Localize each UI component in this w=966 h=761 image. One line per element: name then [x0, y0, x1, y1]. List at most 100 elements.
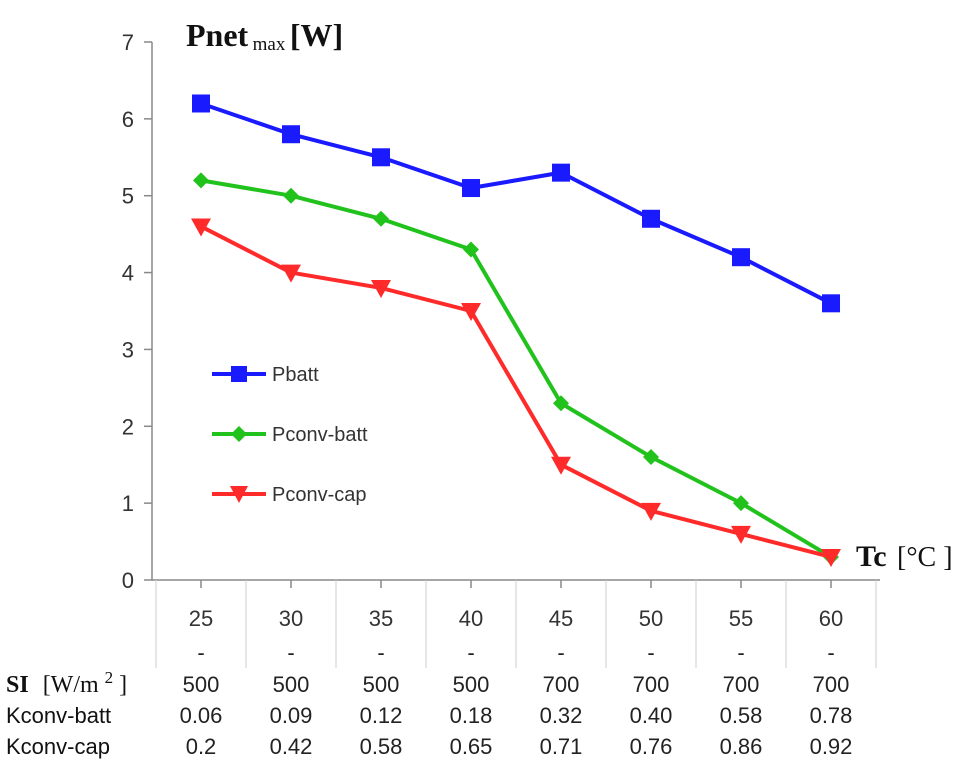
y-axis-title-main: Pnet	[186, 17, 249, 53]
cell-si: 700	[723, 672, 760, 697]
data-point-pconv-cap	[371, 279, 391, 298]
legend-marker-pconv-batt	[231, 426, 247, 442]
series-pbatt	[192, 94, 840, 313]
data-point-pconv-cap	[821, 548, 841, 567]
cell-si: 500	[363, 672, 400, 697]
y-axis-title-unit: [W]	[290, 17, 343, 53]
x-axis-title-unit: [°C ]	[897, 542, 953, 573]
dash-cell: -	[647, 640, 654, 665]
data-point-pconv-batt	[283, 187, 299, 204]
dash-cell: -	[197, 640, 204, 665]
data-point-pbatt	[282, 125, 300, 144]
y-tick-label: 7	[122, 30, 134, 55]
row-label-si: SI [W/m 2 ]	[6, 663, 127, 698]
legend-label-pconv-cap: Pconv-cap	[272, 484, 367, 506]
row-label-si-sup: 2	[105, 668, 114, 687]
cell-si: 500	[453, 672, 490, 697]
table-cells: - - - - - - - - 500 500 500 500 700 700 700 700 0.06 0.09…	[180, 640, 853, 759]
series-pconv-batt	[193, 172, 839, 565]
legend-marker-pconv-cap	[230, 486, 248, 503]
data-point-pconv-cap	[191, 218, 211, 237]
legend-marker-pbatt	[231, 366, 247, 382]
cell-kconv-batt: 0.78	[810, 703, 853, 728]
x-tick-label: 35	[369, 606, 393, 631]
x-tick-labels: 25 30 35 40 45 50 55 60	[189, 606, 843, 631]
cell-kconv-cap: 0.86	[720, 734, 763, 759]
dash-cell: -	[377, 640, 384, 665]
legend-item-pconv-cap: Pconv-cap	[212, 484, 367, 506]
x-tick-label: 55	[729, 606, 753, 631]
data-point-pconv-cap	[281, 264, 301, 283]
y-tick-label: 3	[122, 337, 134, 362]
dash-cell: -	[827, 640, 834, 665]
row-label-kconv-batt: Kconv-batt	[6, 703, 111, 728]
y-tick-label: 1	[122, 491, 134, 516]
legend-item-pconv-batt: Pconv-batt	[212, 424, 368, 446]
cell-si: 500	[183, 672, 220, 697]
y-axis-title: Pnet max [W]	[186, 17, 343, 55]
y-axis-title-sub: max	[253, 34, 286, 55]
series-layer	[191, 94, 841, 567]
data-point-pconv-batt	[373, 210, 389, 227]
data-point-pbatt	[372, 148, 390, 167]
x-tick-label: 60	[819, 606, 843, 631]
cell-si: 700	[813, 672, 850, 697]
series-pconv-cap	[191, 218, 841, 567]
parameter-table: SI [W/m 2 ] Kconv-batt Kconv-cap - - - - - - -…	[6, 640, 852, 759]
dash-cell: -	[467, 640, 474, 665]
x-tick-label: 45	[549, 606, 573, 631]
cell-kconv-cap: 0.71	[540, 734, 583, 759]
y-tick-label: 0	[122, 568, 134, 593]
cell-kconv-batt: 0.40	[630, 703, 673, 728]
category-dividers	[155, 580, 877, 668]
y-tick-label: 2	[122, 414, 134, 439]
x-tick-label: 30	[279, 606, 303, 631]
data-point-pconv-batt	[733, 495, 749, 512]
data-point-pbatt	[552, 163, 570, 182]
legend-label-pbatt: Pbatt	[272, 364, 319, 386]
legend-label-pconv-batt: Pconv-batt	[272, 424, 368, 446]
cell-kconv-batt: 0.06	[180, 703, 223, 728]
y-tick-label: 4	[122, 261, 134, 286]
x-tick-label: 50	[639, 606, 663, 631]
data-point-pbatt	[642, 209, 660, 228]
x-tick-label: 25	[189, 606, 213, 631]
data-point-pconv-batt	[193, 172, 209, 189]
dash-cell: -	[737, 640, 744, 665]
x-axis-title: Tc [°C ]	[856, 540, 953, 573]
cell-kconv-cap: 0.2	[186, 734, 217, 759]
data-point-pconv-batt	[463, 241, 479, 258]
cell-kconv-cap: 0.92	[810, 734, 853, 759]
cell-kconv-batt: 0.09	[270, 703, 313, 728]
row-label-si-unit: [W/m	[43, 672, 99, 698]
legend-item-pbatt: Pbatt	[212, 364, 319, 386]
data-point-pbatt	[732, 248, 750, 267]
cell-kconv-batt: 0.12	[360, 703, 403, 728]
x-tick-label: 40	[459, 606, 483, 631]
row-label-si-close: ]	[119, 672, 127, 698]
x-axis-title-main: Tc	[856, 540, 887, 573]
data-point-pconv-cap	[731, 525, 751, 544]
data-point-pconv-cap	[461, 303, 481, 321]
cell-kconv-batt: 0.18	[450, 703, 493, 728]
cell-kconv-cap: 0.76	[630, 734, 673, 759]
row-label-si-name: SI	[6, 672, 29, 698]
data-point-pconv-batt	[643, 449, 659, 466]
data-point-pbatt	[192, 94, 210, 113]
data-point-pconv-cap	[641, 502, 661, 521]
row-label-kconv-cap: Kconv-cap	[6, 734, 110, 759]
legend: Pbatt Pconv-batt Pconv-cap	[212, 364, 368, 506]
dash-cell: -	[287, 640, 294, 665]
data-point-pbatt	[462, 179, 480, 198]
y-tick-label: 6	[122, 107, 134, 132]
cell-kconv-batt: 0.32	[540, 703, 583, 728]
y-tick-label: 5	[122, 184, 134, 209]
series-line-pconv-batt	[200, 178, 833, 559]
data-point-pconv-batt	[553, 395, 569, 412]
cell-kconv-cap: 0.65	[450, 734, 493, 759]
cell-kconv-cap: 0.58	[360, 734, 403, 759]
data-point-pconv-cap	[551, 456, 571, 475]
cell-kconv-batt: 0.58	[720, 703, 763, 728]
cell-kconv-cap: 0.42	[270, 734, 313, 759]
